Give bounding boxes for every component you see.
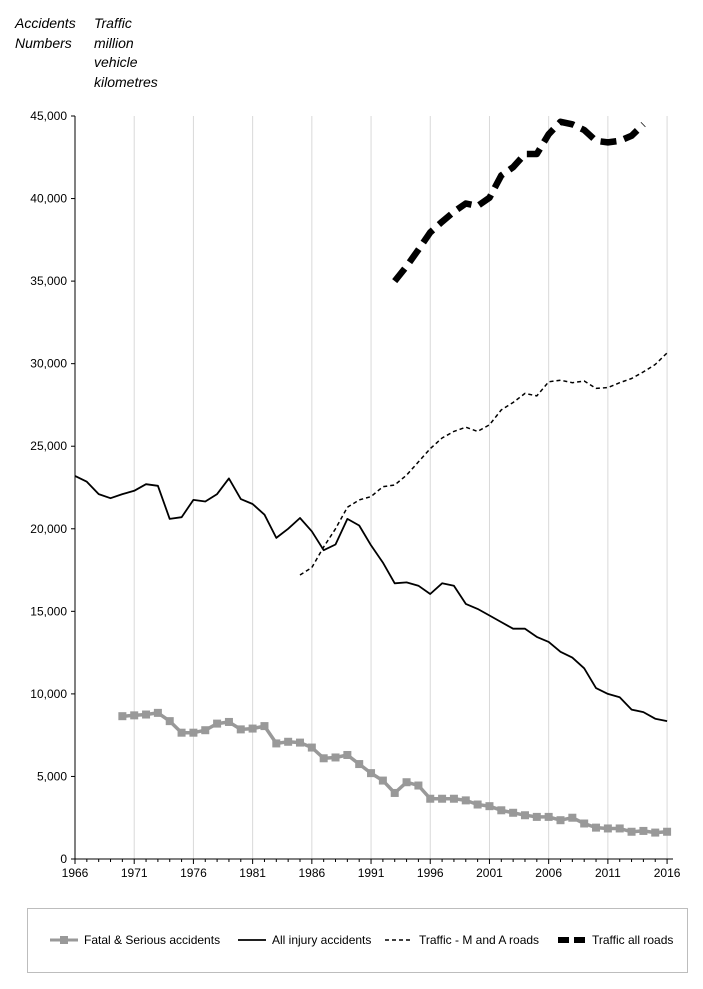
data-point-fatal-serious-accidents-1973 (153, 708, 162, 717)
data-point-fatal-serious-accidents-1980 (236, 725, 245, 734)
data-point-fatal-serious-accidents-1978 (213, 719, 222, 728)
y-tick-label-30000: 30,000 (30, 357, 67, 371)
y-tick-label-20000: 20,000 (30, 522, 67, 536)
legend: Fatal & Serious accidents All injury acc… (27, 908, 688, 973)
data-point-fatal-serious-accidents-1993 (390, 788, 399, 797)
data-point-fatal-serious-accidents-2008 (568, 813, 577, 822)
series-line-all-injury-accidents (74, 475, 668, 722)
data-point-fatal-serious-accidents-1988 (331, 753, 340, 762)
data-point-fatal-serious-accidents-1979 (224, 717, 233, 726)
legend-label-traffic-m-a: Traffic - M and A roads (419, 933, 540, 947)
legend-item-all-injury: All injury accidents (238, 933, 371, 947)
data-point-fatal-serious-accidents-1981 (248, 724, 257, 733)
data-point-fatal-serious-accidents-1989 (343, 750, 352, 759)
data-point-fatal-serious-accidents-1991 (367, 769, 376, 778)
data-point-fatal-serious-accidents-2006 (544, 812, 553, 821)
data-point-fatal-serious-accidents-1992 (378, 776, 387, 785)
legend-swatch-traffic-all (558, 937, 586, 943)
series-line-traffic-m-and-a-roads (299, 352, 668, 576)
y-tick-label-40000: 40,000 (30, 192, 67, 206)
data-point-fatal-serious-accidents-1994 (402, 778, 411, 787)
x-tick-label-1986: 1986 (298, 866, 325, 880)
data-point-fatal-serious-accidents-1998 (449, 794, 458, 803)
data-point-fatal-serious-accidents-2013 (627, 827, 636, 836)
axes (71, 115, 673, 864)
x-tick-label-1971: 1971 (121, 866, 148, 880)
legend-swatch-fatal-serious (50, 936, 78, 944)
x-tick-label-2011: 2011 (595, 866, 621, 880)
left-axis-heading-line-2: Numbers (15, 34, 72, 51)
data-point-fatal-serious-accidents-1996 (426, 794, 435, 803)
data-point-fatal-serious-accidents-2002 (497, 806, 506, 815)
legend-item-traffic-m-a: Traffic - M and A roads (385, 933, 539, 947)
data-point-fatal-serious-accidents-1983 (272, 739, 281, 748)
data-point-fatal-serious-accidents-1972 (142, 710, 151, 719)
right-axis-heading-line-4: kilometres (94, 73, 158, 90)
data-point-fatal-serious-accidents-2009 (580, 819, 589, 828)
x-tick-label-2001: 2001 (476, 866, 503, 880)
legend-label-traffic-all: Traffic all roads (592, 933, 674, 947)
x-tick-label-1991: 1991 (358, 866, 385, 880)
data-point-fatal-serious-accidents-2003 (509, 808, 518, 817)
x-tick-label-2016: 2016 (654, 866, 681, 880)
right-axis-heading-line-2: million (94, 34, 134, 51)
data-point-fatal-serious-accidents-1999 (461, 796, 470, 805)
data-point-fatal-serious-accidents-1997 (438, 794, 447, 803)
left-axis-heading-line-1: Accidents (15, 15, 76, 31)
legend-swatch-traffic-m-a (385, 939, 413, 941)
data-point-fatal-serious-accidents-2014 (639, 826, 648, 835)
x-tick-label-1996: 1996 (417, 866, 444, 880)
data-point-fatal-serious-accidents-1977 (201, 726, 210, 735)
data-point-fatal-serious-accidents-2000 (473, 800, 482, 809)
legend-swatch-all-injury (238, 939, 266, 941)
data-point-fatal-serious-accidents-2010 (592, 823, 601, 832)
y-tick-label-15000: 15,000 (30, 604, 67, 618)
data-point-fatal-serious-accidents-1985 (295, 738, 304, 747)
data-point-fatal-serious-accidents-2012 (615, 824, 624, 833)
x-tick-label-1981: 1981 (239, 866, 266, 880)
legend-item-traffic-all: Traffic all roads (558, 933, 673, 947)
y-tick-label-35000: 35,000 (30, 274, 67, 288)
data-point-fatal-serious-accidents-2007 (556, 816, 565, 825)
legend-label-all-injury: All injury accidents (272, 933, 372, 947)
data-point-fatal-serious-accidents-1995 (414, 781, 423, 790)
data-point-fatal-serious-accidents-1975 (177, 728, 186, 737)
y-tick-label-5000: 5,000 (37, 769, 67, 783)
data-point-fatal-serious-accidents-1987 (319, 754, 328, 763)
tick-labels: 0 5,000 10,000 15,000 20,000 25,000 30,000 35,0… (30, 109, 680, 880)
x-tick-label-2006: 2006 (535, 866, 562, 880)
y-tick-label-10000: 10,000 (30, 687, 67, 701)
x-tick-label-1976: 1976 (180, 866, 207, 880)
data-point-fatal-serious-accidents-1982 (260, 722, 269, 731)
right-axis-heading-line-3: vehicle (94, 54, 138, 70)
data-point-fatal-serious-accidents-1986 (307, 743, 316, 752)
y-tick-label-25000: 25,000 (30, 439, 67, 453)
vertical-gridlines (133, 116, 668, 859)
right-axis-heading: Traffic million vehicle kilometres (94, 14, 158, 92)
data-point-fatal-serious-accidents-2005 (532, 812, 541, 821)
data-point-fatal-serious-accidents-2015 (651, 828, 660, 837)
data-point-fatal-serious-accidents-1971 (130, 711, 139, 720)
series-lines (74, 118, 672, 837)
y-tick-label-0: 0 (60, 852, 67, 866)
data-point-fatal-serious-accidents-2011 (603, 824, 612, 833)
left-axis-heading: Accidents Numbers (15, 14, 76, 53)
data-point-fatal-serious-accidents-1970 (118, 712, 127, 721)
data-point-fatal-serious-accidents-2004 (520, 811, 529, 820)
data-point-fatal-serious-accidents-2016 (663, 827, 672, 836)
line-chart: 0 5,000 10,000 15,000 20,000 25,000 30,000 35,0… (30, 109, 680, 880)
data-point-fatal-serious-accidents-1976 (189, 728, 198, 737)
y-tick-label-45000: 45,000 (30, 109, 67, 123)
legend-label-fatal-serious: Fatal & Serious accidents (84, 933, 221, 947)
data-point-fatal-serious-accidents-2001 (485, 802, 494, 811)
series-line-traffic-all-roads (392, 118, 646, 284)
data-point-fatal-serious-accidents-1974 (165, 717, 174, 726)
data-point-fatal-serious-accidents-1984 (284, 737, 293, 746)
data-point-fatal-serious-accidents-1990 (355, 760, 364, 769)
x-tick-label-1966: 1966 (62, 866, 89, 880)
legend-item-fatal-serious: Fatal & Serious accidents (50, 933, 220, 947)
right-axis-heading-line-1: Traffic (94, 15, 132, 31)
